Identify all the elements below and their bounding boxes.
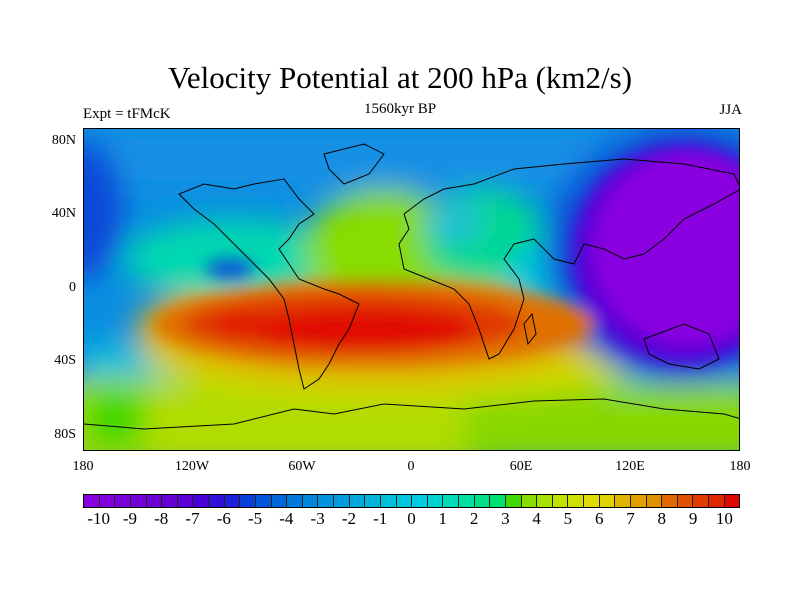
colorbar-label: 6 [594, 509, 604, 528]
colorbar-box [677, 495, 694, 507]
colorbar-box [724, 495, 740, 507]
colorbar-label: -9 [122, 509, 137, 528]
x-tick-label: 180 [729, 459, 751, 474]
colorbar-label: -10 [87, 509, 110, 528]
colorbar-box [318, 495, 334, 507]
colorbar-box [302, 495, 319, 507]
colorbar-box [646, 495, 663, 507]
plot-title: Velocity Potential at 200 hPa (km2/s) [167, 60, 633, 95]
colorbar-box [224, 495, 241, 507]
colorbar-box [505, 495, 522, 507]
colorbar-box [459, 495, 475, 507]
colorbar-label: -7 [185, 509, 200, 528]
colorbar-label: -2 [341, 509, 356, 528]
colorbar-box [240, 495, 256, 507]
time-label: 1560kyr BP [363, 101, 437, 117]
colorbar-box [443, 495, 459, 507]
colorbar-label: 5 [563, 509, 573, 528]
colorbar-label: 8 [657, 509, 667, 528]
colorbar-box [380, 495, 397, 507]
x-tick-label: 0 [407, 459, 415, 474]
colorbar-box [162, 495, 178, 507]
colorbar-box [552, 495, 569, 507]
colorbar-box [521, 495, 538, 507]
colorbar-label: 1 [438, 509, 448, 528]
colorbar-box [84, 495, 100, 507]
y-tick-label: 40N [51, 206, 76, 221]
colorbar-box [146, 495, 163, 507]
experiment-label: Expt = tFMcK [83, 106, 171, 122]
season-label: JJA [719, 102, 742, 118]
colorbar-box [568, 495, 584, 507]
y-tick-label: 40S [54, 353, 76, 368]
colorbar-box [287, 495, 303, 507]
colorbar-box [693, 495, 709, 507]
colorbar-box [177, 495, 194, 507]
colorbar-box [334, 495, 350, 507]
colorbar-box [412, 495, 428, 507]
colorbar-label: 2 [469, 509, 479, 528]
colorbar-label: 7 [626, 509, 635, 528]
colorbar-label: 9 [688, 509, 698, 528]
x-tick-label: 60E [509, 459, 533, 474]
colorbar-box [255, 495, 272, 507]
colorbar-box [349, 495, 366, 507]
colorbar-box [427, 495, 444, 507]
colorbar-label: -1 [373, 509, 388, 528]
colorbar-label: -4 [279, 509, 294, 528]
colorbar-label: 4 [532, 509, 541, 528]
map-plot [83, 128, 740, 451]
colorbar-box [599, 495, 616, 507]
colorbar-box [537, 495, 553, 507]
x-tick-label: 120W [174, 459, 210, 474]
colorbar-label: -3 [310, 509, 325, 528]
colorbar-label: -5 [247, 509, 263, 528]
colorbar-box [193, 495, 209, 507]
colorbar-box [662, 495, 678, 507]
x-tick-label: 60W [288, 459, 316, 474]
colorbar-box [584, 495, 600, 507]
colorbar-box [490, 495, 506, 507]
colorbar-box [630, 495, 647, 507]
colorbar-box [99, 495, 116, 507]
y-tick-label: 80S [54, 427, 76, 442]
colorbar-box [615, 495, 631, 507]
x-tick-label: 180 [72, 459, 94, 474]
colorbar-box [365, 495, 381, 507]
colorbar-box [271, 495, 288, 507]
colorbar-label: 0 [407, 509, 416, 528]
y-tick-label: 80N [51, 133, 76, 148]
colorbar-label: -6 [216, 509, 231, 528]
colorbar-box [209, 495, 225, 507]
colorbar [83, 494, 740, 508]
colorbar-label: 10 [715, 509, 733, 528]
x-tick-label: 120E [615, 459, 645, 474]
colorbar-box [396, 495, 413, 507]
colorbar-box [709, 495, 725, 507]
colorbar-box [474, 495, 491, 507]
coastlines [84, 143, 739, 430]
colorbar-label: -8 [154, 509, 169, 528]
y-tick-label: 0 [69, 280, 76, 295]
colorbar-box [115, 495, 131, 507]
velocity-potential-field [84, 129, 739, 450]
colorbar-label: 3 [501, 509, 510, 528]
colorbar-box [130, 495, 147, 507]
